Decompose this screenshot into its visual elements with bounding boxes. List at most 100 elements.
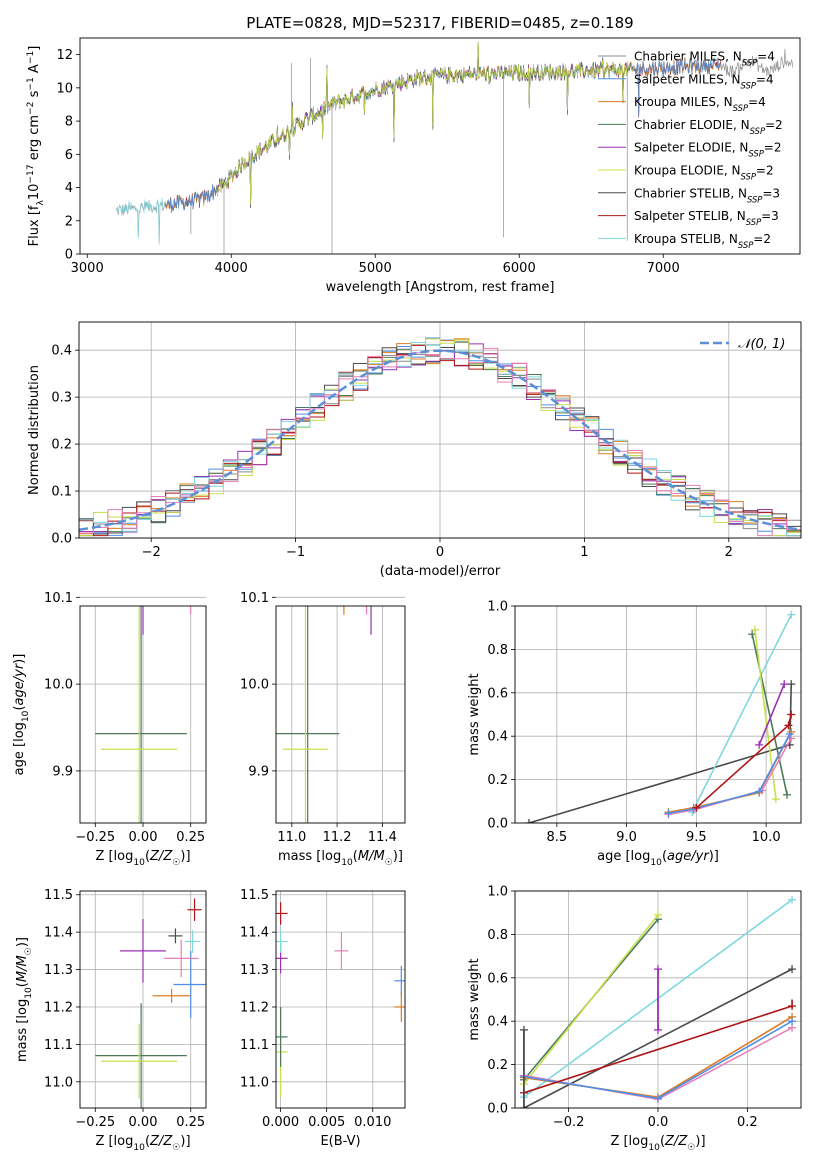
plot-area bbox=[524, 610, 796, 823]
y-tick-label: 10.1 bbox=[240, 591, 269, 606]
age-vs-metallicity-panel: −0.25 0.00 0.25 9.9 10.0 10.1 Z [log10(Z/Z☉)] a… bbox=[12, 591, 207, 868]
x-tick-label: 4000 bbox=[215, 261, 248, 276]
legend-label: Chabrier MILES, NSSP=4 bbox=[634, 50, 775, 68]
y-tick-label: 0.0 bbox=[487, 817, 508, 832]
y-tick-label: 2 bbox=[65, 214, 73, 229]
spectrum-panel: 3000 4000 5000 6000 7000 0 2 4 6 8 10 12 wavelength … bbox=[26, 37, 801, 295]
mass-weight-line bbox=[751, 634, 788, 795]
y-tick-label: 0.2 bbox=[51, 438, 72, 453]
mass-weight-line bbox=[758, 683, 785, 746]
x-tick-label: −2 bbox=[142, 545, 161, 560]
figure-title: PLATE=0828, MJD=52317, FIBERID=0485, z=0… bbox=[246, 14, 633, 32]
x-tick-label: 0.0 bbox=[648, 1115, 669, 1130]
y-axis-label: Normed distribution bbox=[27, 365, 42, 495]
y-tick-label: 10.0 bbox=[240, 678, 269, 693]
x-axis-label: Z [log10(Z/Z☉)] bbox=[610, 1134, 705, 1153]
x-tick-label: 0 bbox=[436, 545, 444, 560]
legend-label: Salpeter MILES, NSSP=4 bbox=[634, 72, 774, 90]
y-tick-label: 11.2 bbox=[240, 1000, 269, 1015]
mass-vs-metallicity-panel: −0.25 0.00 0.25 11.0 11.1 11.2 11.3 11.4 11.5 Z [… bbox=[15, 888, 207, 1153]
y-tick-label: 4 bbox=[65, 181, 73, 196]
x-tick-label: 0.010 bbox=[354, 1115, 391, 1130]
mass-weight-line bbox=[754, 629, 777, 800]
x-tick-label: 9.0 bbox=[616, 830, 637, 845]
mass-weight-line bbox=[695, 714, 793, 809]
x-axis-label: Z [log10(Z/Z☉)] bbox=[95, 1134, 190, 1153]
x-axis-label: mass [log10(M/M☉)] bbox=[278, 849, 403, 868]
plot-area bbox=[276, 902, 405, 1097]
y-tick-label: 12 bbox=[56, 48, 73, 63]
mass-weight-line bbox=[668, 733, 791, 815]
y-tick-label: 0.0 bbox=[487, 1102, 508, 1117]
spectrum-legend: Chabrier MILES, NSSP=4 Salpeter MILES, NS… bbox=[598, 50, 783, 250]
legend-label: Kroupa STELIB, NSSP=2 bbox=[634, 232, 771, 250]
y-tick-label: 10 bbox=[56, 81, 73, 96]
x-tick-label: 8.5 bbox=[547, 830, 568, 845]
axes-frame bbox=[275, 605, 406, 824]
mass-weight-line bbox=[528, 684, 793, 823]
y-tick-label: 11.1 bbox=[240, 1038, 269, 1053]
y-tick-label: 11.4 bbox=[240, 926, 269, 941]
x-tick-label: 0.25 bbox=[176, 1115, 205, 1130]
legend-label: Kroupa ELODIE, NSSP=2 bbox=[634, 164, 774, 182]
y-tick-label: 0.6 bbox=[487, 971, 508, 986]
x-tick-label: 0.25 bbox=[176, 830, 205, 845]
y-tick-label: 0.3 bbox=[51, 391, 72, 406]
mass-weight-line bbox=[691, 614, 792, 813]
y-tick-label: 1.0 bbox=[487, 885, 508, 900]
x-tick-label: 11.4 bbox=[368, 830, 397, 845]
x-tick-label: 0.00 bbox=[129, 1115, 158, 1130]
mass-vs-ebv-panel: 0.000 0.005 0.010 11.0 11.1 11.2 11.3 11.4 11.5 E… bbox=[240, 888, 406, 1149]
x-tick-label: 7000 bbox=[647, 261, 680, 276]
y-tick-label: 0.1 bbox=[51, 485, 72, 500]
mass-weight-vs-age-panel: 8.5 9.0 9.5 10.0 0.0 0.2 0.4 0.6 0.8 1.0 age [log1… bbox=[467, 600, 802, 868]
x-tick-label: 0.000 bbox=[262, 1115, 299, 1130]
legend-label: Salpeter STELIB, NSSP=3 bbox=[634, 209, 779, 227]
x-tick-label: 1 bbox=[580, 545, 588, 560]
y-tick-label: 11.1 bbox=[44, 1038, 73, 1053]
mass-weight-vs-metallicity-panel: −0.2 0.0 0.2 0.0 0.2 0.4 0.6 0.8 1.0 Z [log10(Z/Z… bbox=[467, 885, 802, 1153]
y-tick-label: 11.4 bbox=[44, 926, 73, 941]
y-tick-label: 0.2 bbox=[487, 1058, 508, 1073]
x-tick-label: 5000 bbox=[359, 261, 392, 276]
y-tick-label: 11.3 bbox=[44, 963, 73, 978]
plot-area bbox=[95, 606, 192, 823]
y-tick-label: 0.4 bbox=[51, 344, 72, 359]
y-tick-label: 9.9 bbox=[52, 764, 73, 779]
histogram-step bbox=[79, 347, 801, 538]
histogram-legend: 𝒩(0, 1) bbox=[700, 337, 785, 352]
y-tick-label: 0.0 bbox=[51, 532, 72, 547]
y-tick-label: 8 bbox=[65, 115, 73, 130]
y-tick-label: 11.2 bbox=[44, 1000, 73, 1015]
y-tick-label: 6 bbox=[65, 148, 73, 163]
x-tick-label: 10.0 bbox=[752, 830, 781, 845]
y-tick-label: 10.0 bbox=[44, 678, 73, 693]
y-axis-label: mass weight bbox=[467, 958, 482, 1040]
y-tick-label: 0 bbox=[65, 248, 73, 263]
legend-label: 𝒩(0, 1) bbox=[738, 337, 785, 352]
x-axis-label: wavelength [Angstrom, rest frame] bbox=[326, 280, 555, 295]
x-axis-label: E(B-V) bbox=[320, 1134, 360, 1149]
y-axis-label: Flux [fλ10−17 erg cm−2 s−1 A−1] bbox=[26, 46, 46, 247]
y-tick-label: 9.9 bbox=[248, 764, 269, 779]
plot-area bbox=[95, 898, 206, 1108]
y-tick-label: 0.6 bbox=[487, 686, 508, 701]
x-tick-label: 3000 bbox=[71, 261, 104, 276]
y-tick-label: 0.2 bbox=[487, 773, 508, 788]
spectrum-line bbox=[216, 43, 635, 205]
x-tick-label: 6000 bbox=[503, 261, 536, 276]
x-tick-label: 11.2 bbox=[323, 830, 352, 845]
x-tick-label: 2 bbox=[725, 545, 733, 560]
x-tick-label: −0.25 bbox=[75, 830, 115, 845]
plot-area bbox=[115, 41, 794, 254]
y-tick-label: 0.4 bbox=[487, 1015, 508, 1030]
mass-weight-line bbox=[523, 914, 659, 1085]
residual-histogram-panel: −2 −1 0 1 2 0.0 0.1 0.2 0.3 0.4 (data-model)/error… bbox=[27, 321, 802, 579]
x-tick-label: −1 bbox=[286, 545, 305, 560]
plot-area bbox=[79, 337, 801, 538]
normal-curve bbox=[79, 349, 801, 532]
axes-frame bbox=[514, 605, 802, 824]
legend-label: Chabrier ELODIE, NSSP=2 bbox=[634, 118, 783, 136]
legend-label: Salpeter ELODIE, NSSP=2 bbox=[634, 141, 782, 159]
y-tick-label: 0.8 bbox=[487, 928, 508, 943]
